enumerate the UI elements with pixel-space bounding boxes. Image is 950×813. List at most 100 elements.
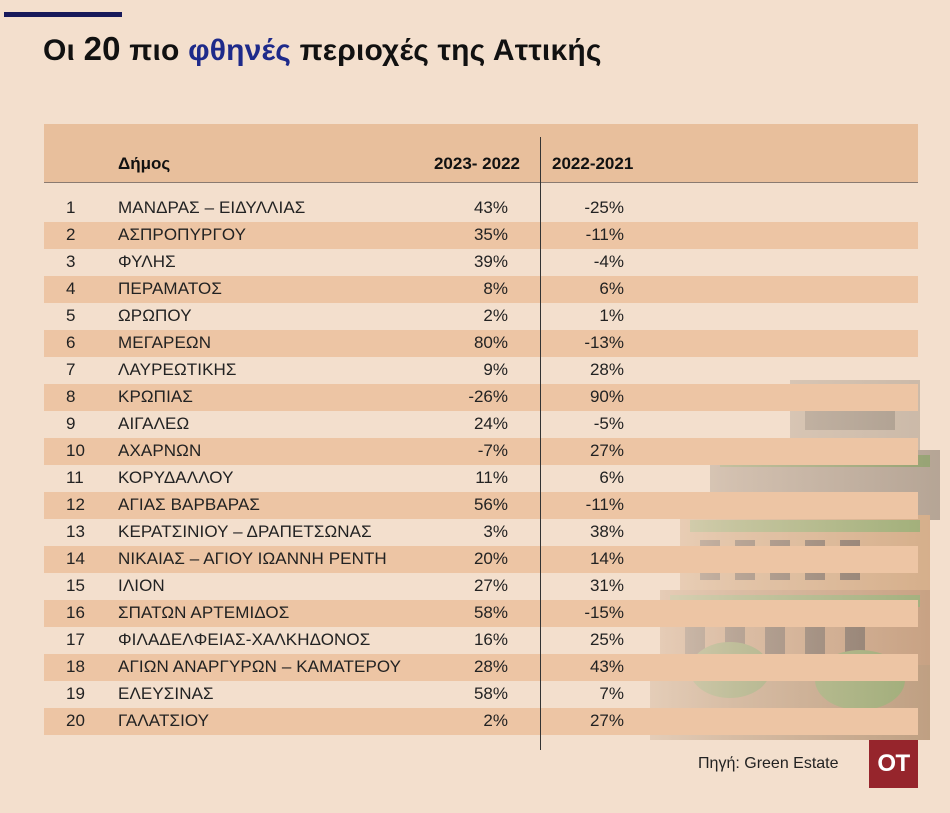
municipality-cell: ΝΙΚΑΙΑΣ – ΑΓΙΟΥ ΙΩΑΝΝΗ ΡΕΝΤΗ <box>118 549 387 568</box>
change-2022-2021-cell: -4% <box>593 252 624 271</box>
change-2023-2022-cell: 80% <box>473 333 508 352</box>
change-2022-2021-cell: 90% <box>589 387 624 406</box>
municipality-cell: ΦΙΛΑΔΕΛΦΕΙΑΣ-ΧΑΛΚΗΔΟΝΟΣ <box>118 630 371 649</box>
data-table: Δήμος 2023- 2022 2022-2021 1 ΜΑΝΔΡΑΣ – ΕΙ… <box>44 124 918 735</box>
table-row: 7 ΛΑΥΡΕΩΤΙΚΗΣ 9% 28% <box>44 357 918 384</box>
municipality-cell: ΓΑΛΑΤΣΙΟΥ <box>118 711 210 730</box>
rank-cell: 5 <box>66 306 76 325</box>
change-2023-2022-cell: 11% <box>475 468 508 487</box>
table-row: 13 ΚΕΡΑΤΣΙΝΙΟΥ – ΔΡΑΠΕΤΣΩΝΑΣ 3% 38% <box>44 519 918 546</box>
table-row: 1 ΜΑΝΔΡΑΣ – ΕΙΔΥΛΛΙΑΣ 43% -25% <box>44 195 918 222</box>
change-2023-2022-cell: 58% <box>473 603 508 622</box>
change-2022-2021-cell: 14% <box>589 549 624 568</box>
municipality-cell: ΜΕΓΑΡΕΩΝ <box>118 333 212 352</box>
rank-cell: 15 <box>66 576 85 595</box>
change-2022-2021-cell: -25% <box>584 198 624 217</box>
change-2022-2021-cell: -5% <box>593 414 624 433</box>
column-divider <box>540 137 541 750</box>
municipality-cell: ΑΓΙΩΝ ΑΝΑΡΓΥΡΩΝ – ΚΑΜΑΤΕΡΟΥ <box>118 657 402 676</box>
title-accent-bar <box>4 12 122 17</box>
table-row: 8 ΚΡΩΠΙΑΣ -26% 90% <box>44 384 918 411</box>
municipality-cell: ΦΥΛΗΣ <box>118 252 176 271</box>
municipality-cell: ΑΓΙΑΣ ΒΑΡΒΑΡΑΣ <box>118 495 261 514</box>
change-2023-2022-cell: 8% <box>483 279 508 298</box>
change-2023-2022-cell: 58% <box>473 684 508 703</box>
change-2023-2022-cell: 24% <box>473 414 508 433</box>
change-2022-2021-cell: -13% <box>584 333 624 352</box>
rank-cell: 1 <box>66 198 76 217</box>
municipality-cell: ΕΛΕΥΣΙΝΑΣ <box>118 684 214 703</box>
header-2022-2021: 2022-2021 <box>552 154 634 173</box>
change-2022-2021-cell: 43% <box>589 657 624 676</box>
change-2023-2022-cell: 16% <box>473 630 508 649</box>
table-row: 3 ΦΥΛΗΣ 39% -4% <box>44 249 918 276</box>
change-2023-2022-cell: 28% <box>473 657 508 676</box>
title-suffix: περιοχές της Αττικής <box>299 34 602 67</box>
rank-cell: 18 <box>66 657 85 676</box>
title-accent-word: φθηνές <box>188 34 292 67</box>
change-2023-2022-cell: 39% <box>473 252 508 271</box>
title-middle: πιο <box>129 34 180 67</box>
table-row: 19 ΕΛΕΥΣΙΝΑΣ 58% 7% <box>44 681 918 708</box>
table-row: 17 ΦΙΛΑΔΕΛΦΕΙΑΣ-ΧΑΛΚΗΔΟΝΟΣ 16% 25% <box>44 627 918 654</box>
municipality-cell: ΙΛΙΟΝ <box>118 576 165 595</box>
rank-cell: 20 <box>66 711 85 730</box>
header-municipality: Δήμος <box>118 154 171 173</box>
table-header: Δήμος 2023- 2022 2022-2021 <box>44 124 918 183</box>
change-2023-2022-cell: 35% <box>473 225 508 244</box>
change-2022-2021-cell: 6% <box>599 279 624 298</box>
change-2022-2021-cell: 7% <box>599 684 624 703</box>
municipality-cell: ΠΕΡΑΜΑΤΟΣ <box>118 279 222 298</box>
rank-cell: 17 <box>66 630 85 649</box>
table-row: 16 ΣΠΑΤΩΝ ΑΡΤΕΜΙΔΟΣ 58% -15% <box>44 600 918 627</box>
change-2022-2021-cell: -11% <box>585 495 624 514</box>
change-2022-2021-cell: 38% <box>589 522 624 541</box>
rank-cell: 16 <box>66 603 85 622</box>
change-2022-2021-cell: 27% <box>589 711 624 730</box>
rank-cell: 13 <box>66 522 85 541</box>
change-2023-2022-cell: 27% <box>473 576 508 595</box>
change-2022-2021-cell: 25% <box>589 630 624 649</box>
table-row: 14 ΝΙΚΑΙΑΣ – ΑΓΙΟΥ ΙΩΑΝΝΗ ΡΕΝΤΗ 20% 14% <box>44 546 918 573</box>
table-row: 5 ΩΡΩΠΟΥ 2% 1% <box>44 303 918 330</box>
table-row: 20 ΓΑΛΑΤΣΙΟΥ 2% 27% <box>44 708 918 735</box>
rank-cell: 14 <box>66 549 85 568</box>
change-2022-2021-cell: 28% <box>589 360 624 379</box>
table-row: 18 ΑΓΙΩΝ ΑΝΑΡΓΥΡΩΝ – ΚΑΜΑΤΕΡΟΥ 28% 43% <box>44 654 918 681</box>
change-2023-2022-cell: -7% <box>477 441 508 460</box>
table-row: 9 ΑΙΓΑΛΕΩ 24% -5% <box>44 411 918 438</box>
title-number: 20 <box>83 30 121 67</box>
change-2023-2022-cell: 43% <box>473 198 508 217</box>
change-2023-2022-cell: 9% <box>483 360 508 379</box>
change-2022-2021-cell: -11% <box>585 225 624 244</box>
header-2023-2022: 2023- 2022 <box>433 154 520 173</box>
title-prefix: Οι <box>43 34 76 67</box>
municipality-cell: ΩΡΩΠΟΥ <box>118 306 192 325</box>
municipality-cell: ΚΡΩΠΙΑΣ <box>118 387 193 406</box>
table-row: 2 ΑΣΠΡΟΠΥΡΓΟΥ 35% -11% <box>44 222 918 249</box>
table-body: 1 ΜΑΝΔΡΑΣ – ΕΙΔΥΛΛΙΑΣ 43% -25% 2 ΑΣΠΡΟΠΥΡΓΟΥ 3… <box>44 195 918 735</box>
change-2023-2022-cell: 20% <box>473 549 508 568</box>
page-title: Οι 20 πιο φθηνές περιοχές της Αττικής <box>43 30 602 68</box>
table-row: 11 ΚΟΡΥΔΑΛΛΟΥ 11% 6% <box>44 465 918 492</box>
rank-cell: 12 <box>66 495 85 514</box>
rank-cell: 9 <box>66 414 76 433</box>
change-2023-2022-cell: 2% <box>483 711 508 730</box>
table-row: 12 ΑΓΙΑΣ ΒΑΡΒΑΡΑΣ 56% -11% <box>44 492 918 519</box>
rank-cell: 19 <box>66 684 85 703</box>
municipality-cell: ΛΑΥΡΕΩΤΙΚΗΣ <box>118 360 237 379</box>
rank-cell: 6 <box>66 333 76 352</box>
table-row: 4 ΠΕΡΑΜΑΤΟΣ 8% 6% <box>44 276 918 303</box>
municipality-cell: ΚΕΡΑΤΣΙΝΙΟΥ – ΔΡΑΠΕΤΣΩΝΑΣ <box>118 522 372 541</box>
change-2022-2021-cell: 31% <box>589 576 624 595</box>
municipality-cell: ΑΙΓΑΛΕΩ <box>118 414 190 433</box>
rank-cell: 3 <box>66 252 76 271</box>
change-2023-2022-cell: 2% <box>483 306 508 325</box>
change-2023-2022-cell: 56% <box>473 495 508 514</box>
change-2022-2021-cell: 6% <box>599 468 624 487</box>
rank-cell: 10 <box>66 441 85 460</box>
change-2022-2021-cell: 1% <box>599 306 624 325</box>
change-2023-2022-cell: -26% <box>468 387 508 406</box>
rank-cell: 11 <box>66 468 84 487</box>
change-2023-2022-cell: 3% <box>483 522 508 541</box>
